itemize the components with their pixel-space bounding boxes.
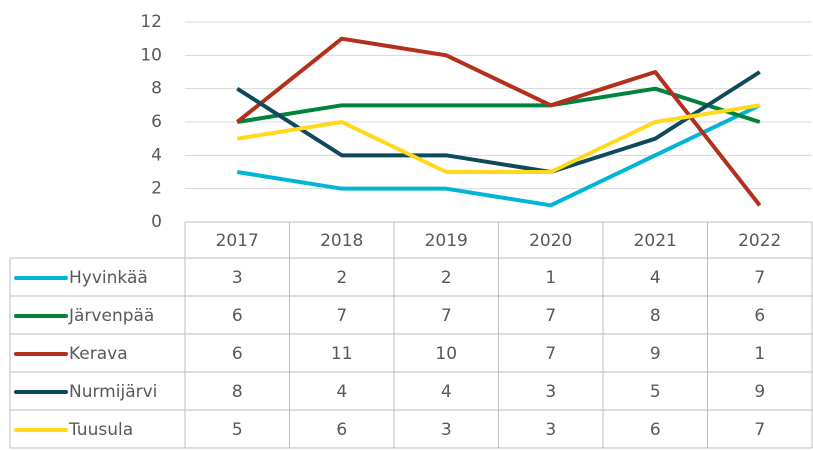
- table-value: 2: [336, 268, 347, 288]
- legend-label: Kerava: [69, 344, 128, 364]
- series-line: [236, 70, 761, 174]
- table-value: 7: [336, 306, 347, 326]
- legend-label: Tuusula: [68, 420, 133, 440]
- table-value: 4: [441, 382, 452, 402]
- table-value: 7: [754, 420, 765, 440]
- y-tick-label: 2: [151, 179, 162, 199]
- table-value: 9: [754, 382, 765, 402]
- legend-label: Hyvinkää: [69, 268, 148, 288]
- x-tick-label: 2019: [425, 231, 468, 251]
- table-value: 10: [435, 344, 457, 364]
- x-tick-label: 2018: [320, 231, 363, 251]
- table-value: 3: [545, 382, 556, 402]
- table-value: 8: [232, 382, 243, 402]
- table-value: 6: [650, 420, 661, 440]
- series-line: [236, 103, 761, 208]
- table-value: 3: [232, 268, 243, 288]
- table-value: 9: [650, 344, 661, 364]
- table-value: 8: [650, 306, 661, 326]
- table-value: 1: [545, 268, 556, 288]
- table-value: 3: [441, 420, 452, 440]
- table-value: 3: [545, 420, 556, 440]
- x-tick-label: 2022: [738, 231, 781, 251]
- table-value: 7: [754, 268, 765, 288]
- table-value: 7: [545, 306, 556, 326]
- legend-label: Nurmijärvi: [69, 382, 157, 402]
- legend-label: Järvenpää: [68, 306, 154, 326]
- y-tick-label: 4: [151, 145, 162, 165]
- table-value: 6: [336, 420, 347, 440]
- table-value: 5: [232, 420, 243, 440]
- table-value: 6: [232, 344, 243, 364]
- table-value: 4: [336, 382, 347, 402]
- table-value: 5: [650, 382, 661, 402]
- y-tick-label: 6: [151, 112, 162, 132]
- table-value: 4: [650, 268, 661, 288]
- table-value: 6: [754, 306, 765, 326]
- x-tick-label: 2017: [216, 231, 259, 251]
- table-value: 7: [545, 344, 556, 364]
- y-tick-label: 12: [140, 12, 162, 32]
- y-tick-label: 8: [151, 79, 162, 99]
- x-tick-label: 2020: [529, 231, 572, 251]
- table-value: 6: [232, 306, 243, 326]
- table-value: 2: [441, 268, 452, 288]
- table-value: 11: [331, 344, 353, 364]
- series-line: [236, 103, 761, 174]
- y-tick-label: 0: [151, 212, 162, 232]
- table-value: 7: [441, 306, 452, 326]
- x-tick-label: 2021: [634, 231, 677, 251]
- table-value: 1: [754, 344, 765, 364]
- series-line: [236, 36, 762, 207]
- y-tick-label: 10: [140, 45, 162, 65]
